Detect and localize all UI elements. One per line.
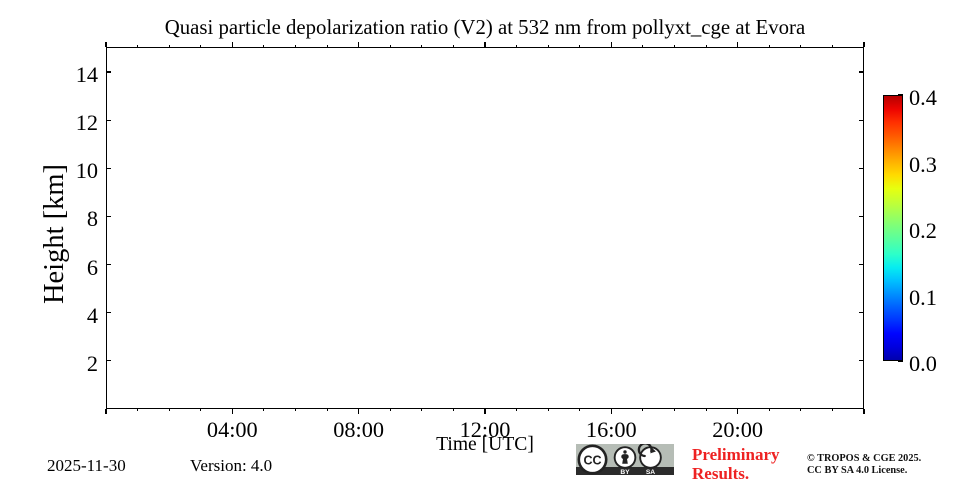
svg-text:BY: BY	[620, 469, 630, 475]
svg-text:SA: SA	[646, 469, 655, 475]
svg-text:CC: CC	[583, 453, 601, 467]
